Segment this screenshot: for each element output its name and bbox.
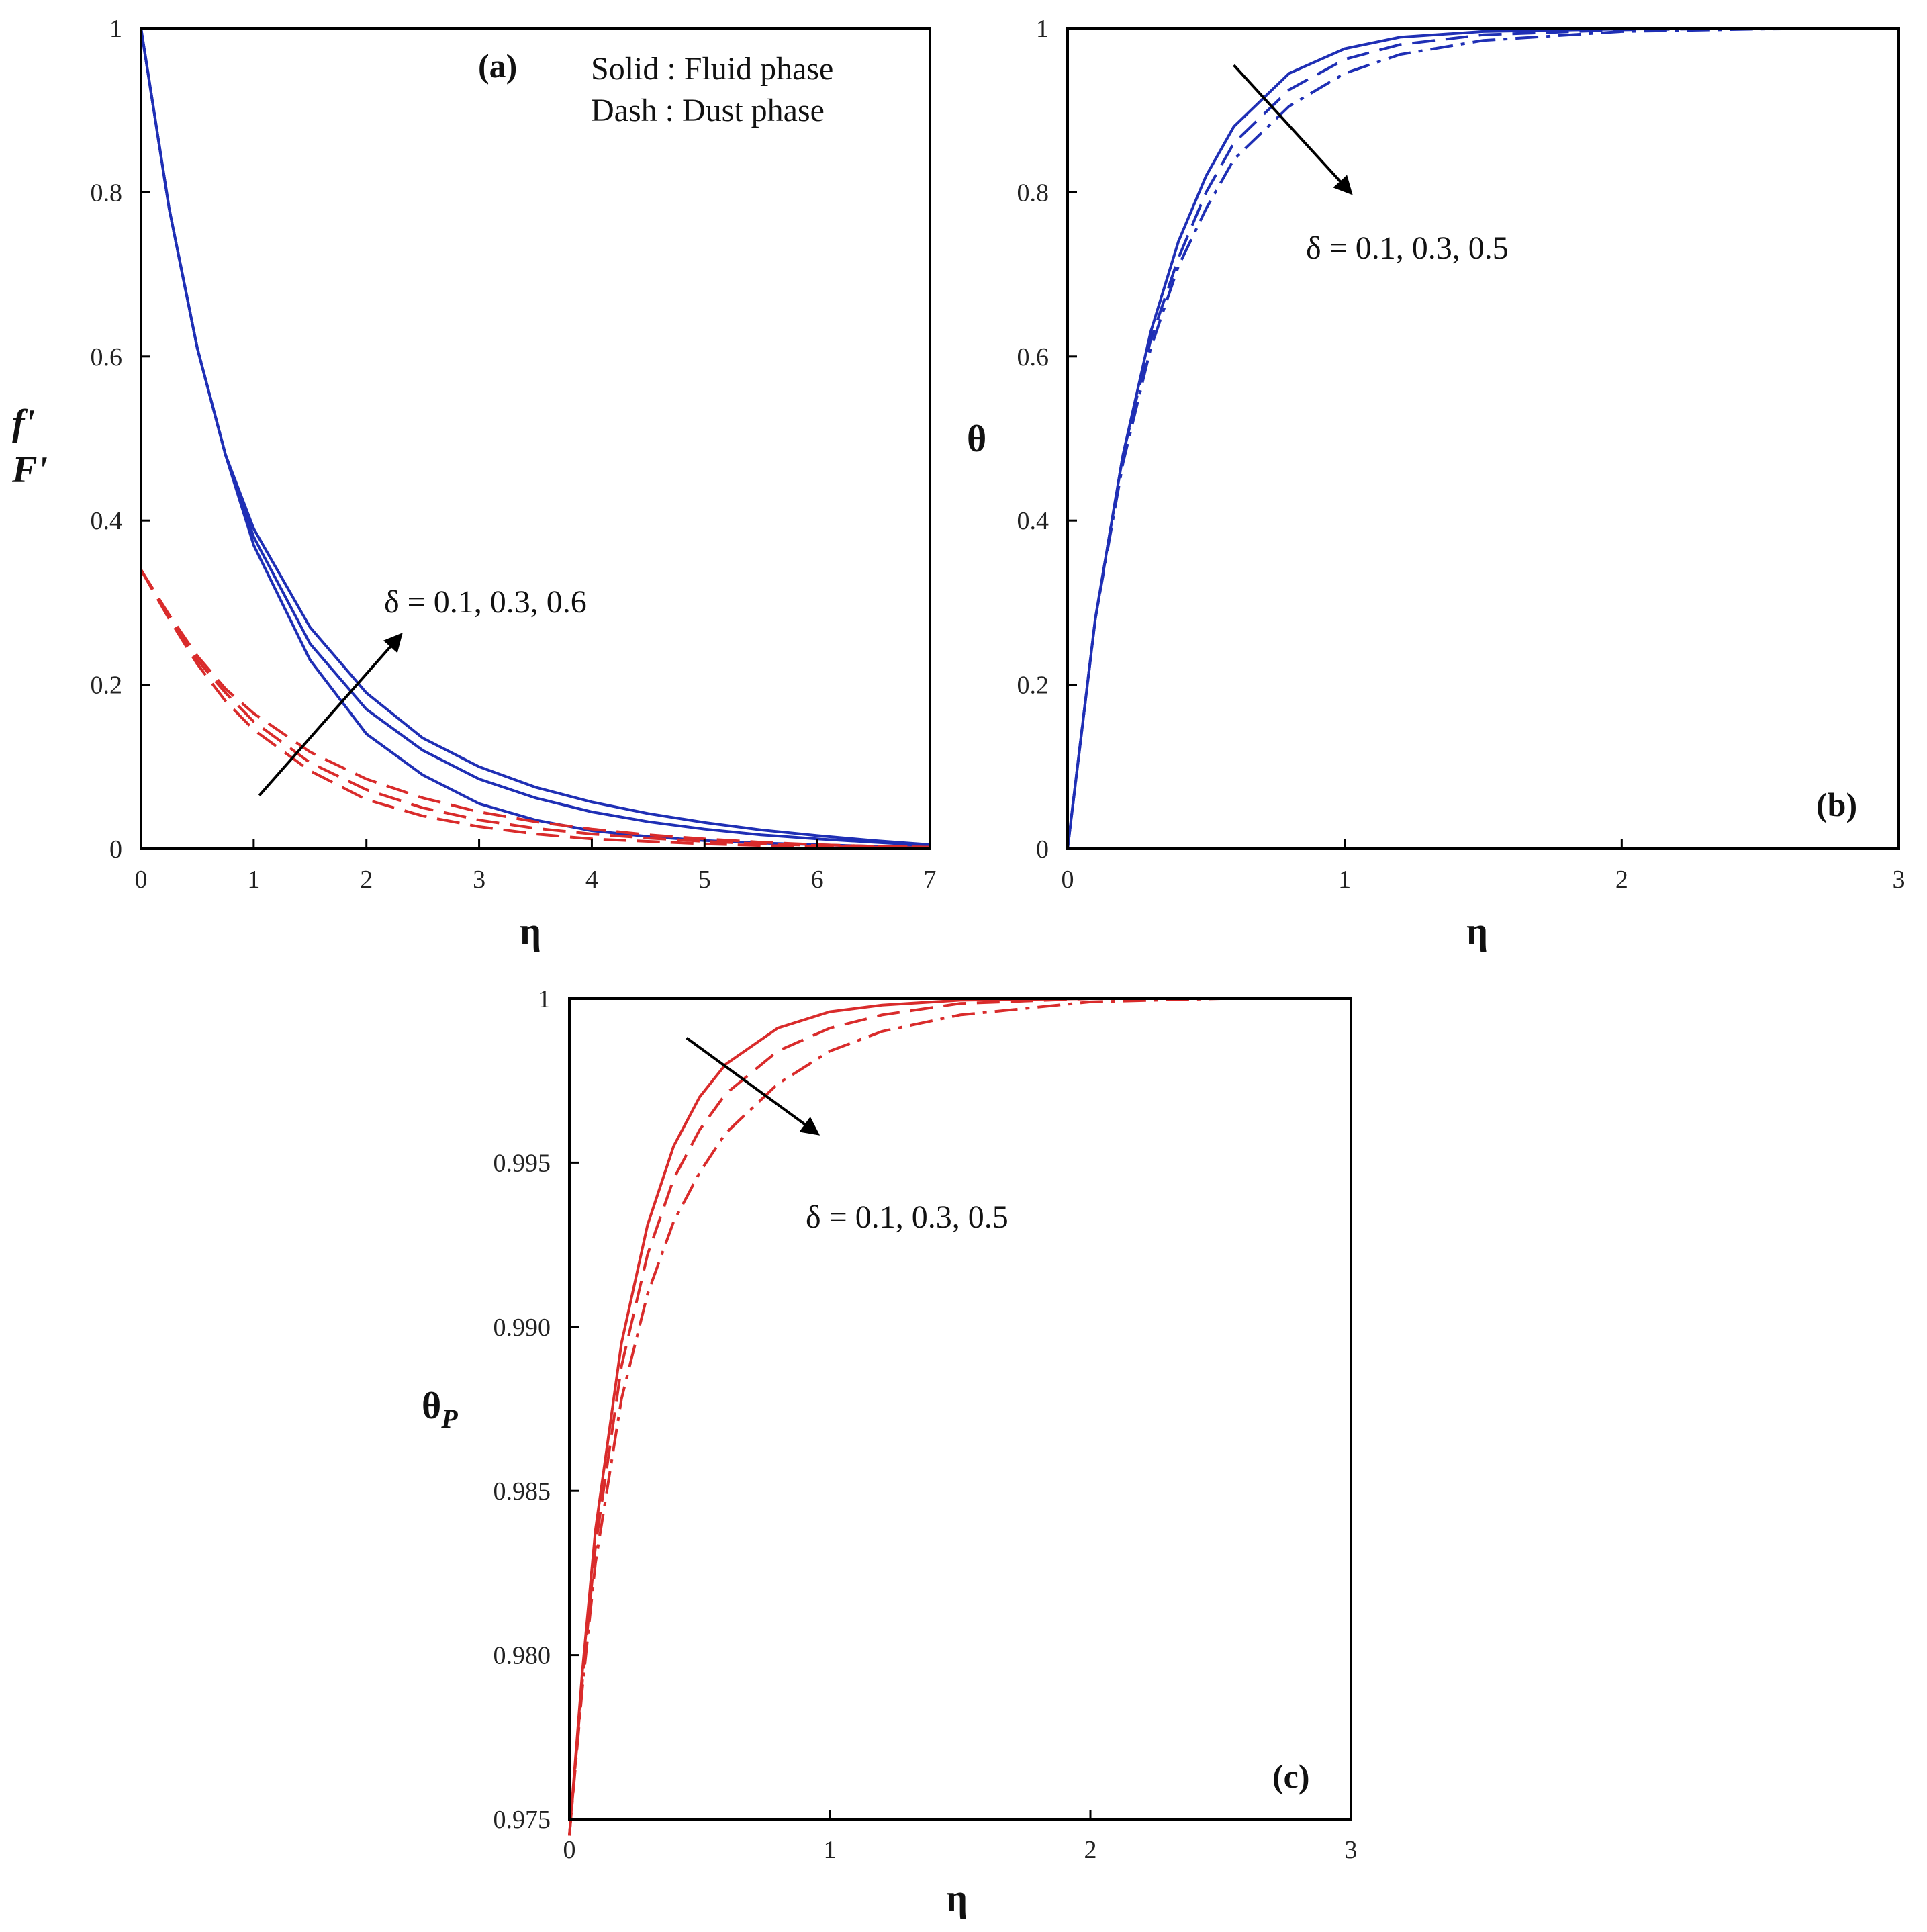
panel-c-ylabel-sub: P — [440, 1404, 458, 1434]
panel-b-ytick-label: 0.2 — [1017, 672, 1049, 700]
panel-a-xlabel: η — [520, 911, 541, 952]
panel-a-ytick-label: 1 — [109, 15, 122, 43]
panel-b-ytick-label: 1 — [1036, 15, 1049, 43]
panel-a-ytick-label: 0.4 — [91, 507, 123, 535]
panel-b-series-2-line — [1066, 27, 1899, 849]
panel-b-xtick-label: 1 — [1338, 866, 1351, 894]
panel-a-ylabel-F: F' — [11, 449, 48, 491]
panel-a: 0 1 2 3 4 5 6 7 0 0.2 0.4 0.6 0.8 1 (a) Solid : Fluid… — [11, 15, 937, 952]
panel-c-xlabel: η — [946, 1878, 968, 1919]
panel-a-xtick-label: 3 — [473, 866, 485, 894]
panel-a-xtick-label: 2 — [360, 866, 373, 894]
panel-b-series — [1066, 27, 1899, 849]
panel-b-ylabel: θ — [967, 418, 986, 460]
panel-b-series-3-line — [1066, 27, 1899, 849]
panel-a-series-5-line — [140, 569, 931, 849]
panel-a-xtick-label: 5 — [698, 866, 711, 894]
panel-b-ytick-label: 0 — [1036, 835, 1049, 864]
panel-c-ytick-label: 0.990 — [493, 1314, 551, 1342]
panel-c-annotation: δ = 0.1, 0.3, 0.5 — [806, 1199, 1008, 1235]
panel-a-xtick-label: 1 — [247, 866, 260, 894]
panel-c-frame — [568, 997, 1352, 1821]
panel-a-xtick-label: 6 — [811, 866, 824, 894]
panel-c-ytick-label: 1 — [538, 985, 551, 1013]
panel-a-ticks: 0 1 2 3 4 5 6 7 0 0.2 0.4 0.6 0.8 1 — [91, 15, 937, 894]
panel-b-xtick-label: 3 — [1893, 866, 1906, 894]
panel-b-frame — [1066, 27, 1900, 850]
panel-a-ytick-label: 0.6 — [91, 343, 123, 371]
panel-b-delta-arrow — [1233, 64, 1353, 195]
panel-b-ticks: 0 1 2 3 0 0.2 0.4 0.6 0.8 1 — [1017, 15, 1906, 894]
panel-c-ytick-label: 0.995 — [493, 1149, 551, 1177]
panel-a-series-2-line — [140, 28, 931, 847]
panel-a-ytick-label: 0.2 — [91, 672, 123, 700]
panel-a-ytick-label: 0 — [109, 835, 122, 864]
panel-c-series-1-line — [568, 997, 1351, 1836]
panel-c-ytick-label: 0.975 — [493, 1806, 551, 1834]
panel-c: 0 1 2 3 0.975 0.980 0.985 0.990 0.995 1 (c) δ = 0… — [422, 985, 1358, 1919]
panel-c-series-2-line — [568, 997, 1351, 1836]
panel-b-ytick-label: 0.8 — [1017, 179, 1049, 207]
panel-c-ylabel-main: θ — [422, 1385, 441, 1427]
panel-a-xtick-label: 4 — [585, 866, 598, 894]
panel-a-series — [140, 28, 931, 849]
panel-c-label: (c) — [1272, 1757, 1310, 1795]
panel-a-series-1-line — [140, 28, 931, 849]
panel-a-label: (a) — [478, 47, 517, 85]
panel-c-series-3-line — [568, 997, 1351, 1836]
panel-a-xtick-label: 0 — [135, 866, 148, 894]
panel-c-xtick-label: 2 — [1084, 1836, 1097, 1864]
panel-a-legend-dash: Dash : Dust phase — [591, 93, 825, 128]
panel-c-xtick-label: 1 — [824, 1836, 837, 1864]
panel-b-ytick-label: 0.4 — [1017, 507, 1049, 535]
panel-b-annotation: δ = 0.1, 0.3, 0.5 — [1306, 230, 1509, 266]
panel-b-xtick-label: 2 — [1615, 866, 1628, 894]
panel-c-xtick-label: 0 — [563, 1836, 576, 1864]
panel-b-label: (b) — [1816, 786, 1857, 823]
panel-c-ylabel: θP — [422, 1385, 458, 1434]
panel-b-series-1-line — [1066, 27, 1899, 849]
panel-a-delta-arrow — [258, 633, 403, 796]
panel-b-ytick-label: 0.6 — [1017, 343, 1049, 371]
panel-a-ylabel-f: f' — [12, 402, 35, 444]
panel-b-xtick-label: 0 — [1062, 866, 1074, 894]
panel-a-legend-solid: Solid : Fluid phase — [591, 51, 833, 87]
panel-c-delta-arrow — [686, 1037, 820, 1136]
panel-b-xlabel: η — [1466, 911, 1488, 952]
panel-a-annotation: δ = 0.1, 0.3, 0.6 — [384, 584, 587, 620]
panel-c-ticks: 0 1 2 3 0.975 0.980 0.985 0.990 0.995 1 — [493, 985, 1358, 1864]
panel-a-ytick-label: 0.8 — [91, 179, 123, 207]
panel-a-series-3-line — [140, 28, 931, 846]
panel-a-xtick-label: 7 — [924, 866, 937, 894]
panel-c-ytick-label: 0.980 — [493, 1642, 551, 1670]
panel-c-xtick-label: 3 — [1345, 1836, 1358, 1864]
panel-c-ytick-label: 0.985 — [493, 1477, 551, 1506]
panel-c-series — [568, 997, 1351, 1836]
panel-a-frame — [140, 27, 931, 850]
panel-b: 0 1 2 3 0 0.2 0.4 0.6 0.8 1 (b) δ = 0.1, 0.3, 0.5… — [967, 15, 1906, 952]
